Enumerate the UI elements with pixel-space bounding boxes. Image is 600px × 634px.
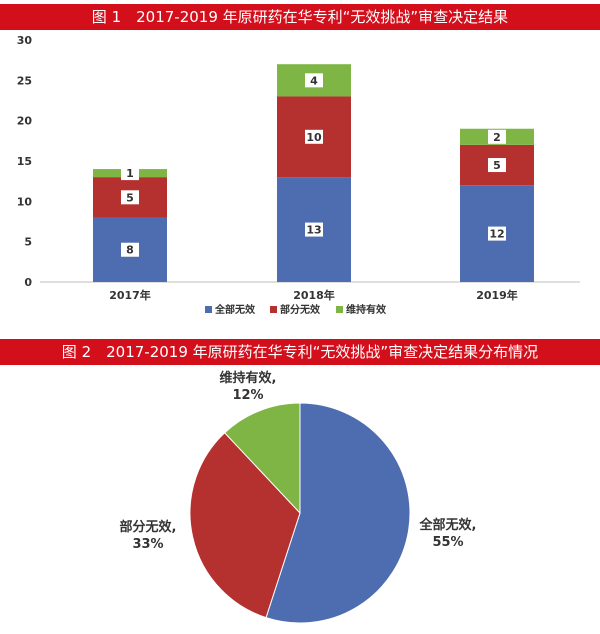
y-tick-label: 25 bbox=[17, 74, 32, 87]
legend-label: 维持有效 bbox=[346, 303, 387, 316]
data-label: 13 bbox=[306, 224, 321, 237]
y-tick-label: 20 bbox=[17, 115, 33, 128]
legend-swatch bbox=[205, 306, 212, 313]
data-label: 5 bbox=[126, 191, 134, 204]
slice-percent: 55% bbox=[432, 535, 463, 550]
figure1-title: 图 1 2017-2019 年原研药在华专利“无效挑战”审查决定结果 bbox=[0, 4, 600, 30]
y-tick-label: 30 bbox=[17, 34, 33, 47]
legend-swatch bbox=[270, 306, 277, 313]
data-label: 12 bbox=[489, 228, 504, 241]
data-label: 2 bbox=[493, 131, 501, 144]
stacked-bar-chart: 0 5 10 15 20 25 30 8 5 1 2017年 13 10 4 2018年 12 5 2 2019年全… bbox=[17, 34, 580, 316]
pie-slice bbox=[223, 402, 301, 515]
figure2-title: 图 2 2017-2019 年原研药在华专利“无效挑战”审查决定结果分布情况 bbox=[0, 339, 600, 365]
data-label-box bbox=[488, 226, 506, 241]
y-tick-label: 10 bbox=[17, 195, 33, 208]
data-label-box bbox=[305, 222, 323, 237]
slice-label: 部分无效, bbox=[120, 519, 177, 535]
x-tick-label: 2018年 bbox=[293, 288, 335, 302]
data-label: 5 bbox=[493, 159, 501, 172]
legend-swatch bbox=[336, 306, 343, 313]
data-label-box bbox=[305, 73, 323, 88]
slice-percent: 12% bbox=[232, 388, 263, 403]
data-label-box bbox=[488, 129, 506, 144]
slice-label: 全部无效, bbox=[419, 517, 477, 533]
pie-chart: 全部无效, 55% 部分无效, 33% 维持有效, 12% bbox=[120, 370, 477, 624]
y-tick-label: 0 bbox=[24, 276, 32, 289]
slice-percent: 33% bbox=[132, 537, 163, 552]
pie-slice bbox=[189, 432, 301, 619]
data-label: 8 bbox=[126, 244, 134, 257]
data-label-box bbox=[305, 129, 323, 144]
data-label: 1 bbox=[126, 167, 134, 180]
data-label-box bbox=[121, 242, 139, 257]
data-label: 4 bbox=[310, 74, 318, 87]
x-tick-label: 2017年 bbox=[109, 288, 151, 302]
data-label-box bbox=[488, 158, 506, 173]
y-tick-label: 15 bbox=[17, 155, 32, 168]
legend-label: 全部无效 bbox=[214, 303, 256, 316]
slice-label: 维持有效, bbox=[220, 370, 277, 386]
data-label-box bbox=[121, 166, 139, 181]
data-label-box bbox=[121, 190, 139, 205]
x-tick-label: 2019年 bbox=[476, 288, 518, 302]
legend-label: 部分无效 bbox=[280, 303, 321, 316]
y-tick-label: 5 bbox=[24, 236, 32, 249]
pie-slice bbox=[265, 402, 411, 624]
data-label: 10 bbox=[306, 131, 322, 144]
